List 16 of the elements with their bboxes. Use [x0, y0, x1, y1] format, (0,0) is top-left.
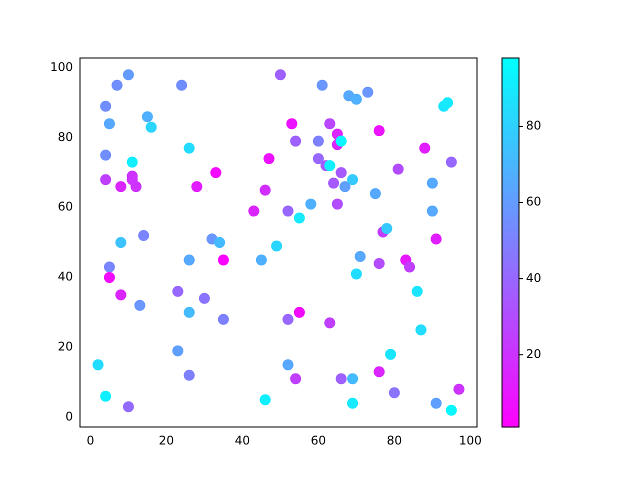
x-tick-label: 100	[458, 433, 482, 448]
x-tick-label: 0	[86, 433, 94, 448]
y-tick-label: 40	[58, 270, 73, 284]
y-tick-label: 20	[58, 339, 73, 354]
x-tick-label: 60	[310, 433, 326, 448]
y-tick-label: 60	[58, 200, 73, 214]
y-tick-label: 0	[65, 409, 73, 424]
y-tick-label: 100	[50, 60, 73, 74]
color-bar-label: 60	[526, 194, 542, 209]
x-tick-label: 80	[386, 433, 402, 448]
x-tick-label: 20	[158, 433, 174, 448]
color-bar-label: 20	[526, 346, 542, 361]
y-tick-label: 80	[58, 130, 73, 144]
x-tick-label: 40	[234, 433, 250, 448]
color-bar-label: 40	[526, 270, 542, 285]
color-bar-label: 80	[526, 118, 542, 133]
